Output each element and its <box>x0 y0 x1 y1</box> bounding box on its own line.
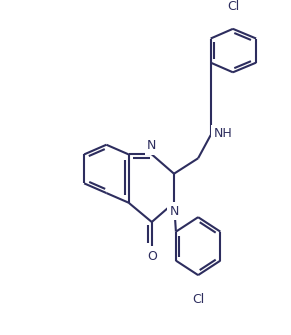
Text: Cl: Cl <box>227 0 239 13</box>
Text: N: N <box>147 139 157 152</box>
Text: Cl: Cl <box>192 292 204 306</box>
Text: NH: NH <box>214 127 232 140</box>
Text: N: N <box>169 205 179 218</box>
Text: O: O <box>147 250 157 263</box>
